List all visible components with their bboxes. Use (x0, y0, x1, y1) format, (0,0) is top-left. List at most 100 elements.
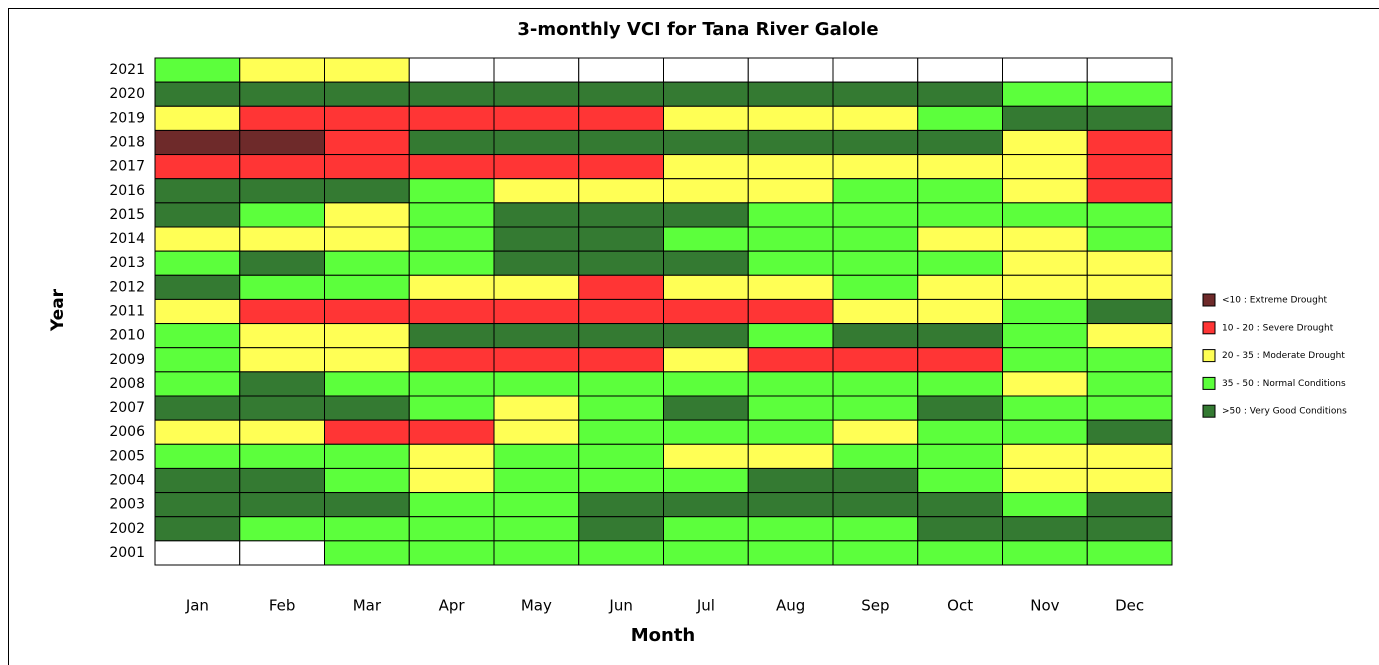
cell (408, 129, 495, 156)
cell (917, 178, 1003, 204)
cell (324, 395, 410, 421)
cell (239, 467, 325, 494)
cell (832, 154, 919, 180)
cell (493, 298, 580, 325)
cell (832, 540, 919, 566)
cell (1002, 81, 1088, 107)
cell (832, 81, 919, 107)
cell (663, 492, 749, 518)
empty-cell (1086, 57, 1173, 83)
cell (832, 226, 919, 252)
y-tick-label: 2018 (109, 135, 145, 151)
y-tick-label: 2017 (109, 159, 145, 175)
y-tick-label: 2006 (109, 424, 145, 440)
cell (663, 154, 749, 180)
cell (1086, 467, 1173, 494)
cell (154, 178, 241, 204)
cell (578, 467, 664, 494)
cell (917, 395, 1003, 421)
cell (663, 129, 749, 156)
y-tick-label: 2004 (109, 473, 145, 489)
cell (663, 540, 749, 566)
cell (154, 371, 241, 397)
cell (832, 395, 919, 421)
cell (324, 81, 410, 107)
cell (408, 298, 495, 325)
cell (578, 443, 664, 469)
cell (239, 154, 325, 180)
cell (324, 274, 410, 300)
cell (663, 516, 749, 542)
y-tick-label: 2012 (109, 279, 145, 295)
x-tick-label: Apr (439, 597, 466, 615)
x-axis-label: Month (631, 625, 696, 646)
cell (832, 419, 919, 445)
cell (917, 202, 1003, 228)
legend-swatch (1202, 349, 1216, 363)
cell (154, 395, 241, 421)
cell (578, 347, 664, 373)
cell (578, 395, 664, 421)
cell (917, 250, 1003, 276)
cell (408, 81, 495, 107)
cell (1002, 323, 1088, 349)
cell (1002, 347, 1088, 373)
x-tick-label: Feb (269, 597, 296, 615)
cell (239, 419, 325, 445)
cell (239, 226, 325, 252)
cell (578, 226, 664, 252)
cell (1086, 250, 1173, 276)
cell (663, 105, 749, 131)
cell (239, 395, 325, 421)
cell (578, 492, 664, 518)
y-tick-label: 2008 (109, 376, 145, 392)
cell (917, 371, 1003, 397)
cell (917, 226, 1003, 252)
cell (154, 347, 241, 373)
chart-title: 3-monthly VCI for Tana River Galole (517, 19, 878, 40)
cell (1086, 105, 1173, 131)
cell (1002, 467, 1088, 494)
cell (154, 154, 241, 180)
cell (663, 250, 749, 276)
cell (1002, 250, 1088, 276)
y-tick-label: 2009 (109, 352, 145, 368)
x-tick-label: Aug (776, 597, 805, 615)
cell (493, 202, 580, 228)
cell (578, 516, 664, 542)
cell (917, 419, 1003, 445)
cell (917, 81, 1003, 107)
cell (324, 298, 410, 325)
legend-swatch (1202, 293, 1216, 307)
cell (324, 202, 410, 228)
cell (493, 395, 580, 421)
cell (408, 202, 495, 228)
cell (1086, 371, 1173, 397)
cell (408, 274, 495, 300)
empty-cell (408, 57, 495, 83)
cell (1086, 492, 1173, 518)
cell (324, 467, 410, 494)
cell (154, 81, 241, 107)
cell (663, 226, 749, 252)
cell (1086, 202, 1173, 228)
legend-label: <10 : Extreme Drought (1222, 296, 1328, 306)
x-tick-label: Mar (353, 597, 382, 615)
cell (1002, 540, 1088, 566)
y-axis-label: Year (48, 288, 68, 332)
cell (493, 347, 580, 373)
cell (663, 467, 749, 494)
cell (408, 419, 495, 445)
empty-cell (663, 57, 749, 83)
cell (493, 178, 580, 204)
cell (747, 467, 834, 494)
cell (832, 274, 919, 300)
cell (832, 129, 919, 156)
legend-label: 35 - 50 : Normal Conditions (1222, 379, 1346, 389)
cell (154, 129, 241, 156)
cell (239, 105, 325, 131)
cell (747, 226, 834, 252)
cell (1002, 492, 1088, 518)
x-tick-label: Sep (861, 597, 889, 615)
